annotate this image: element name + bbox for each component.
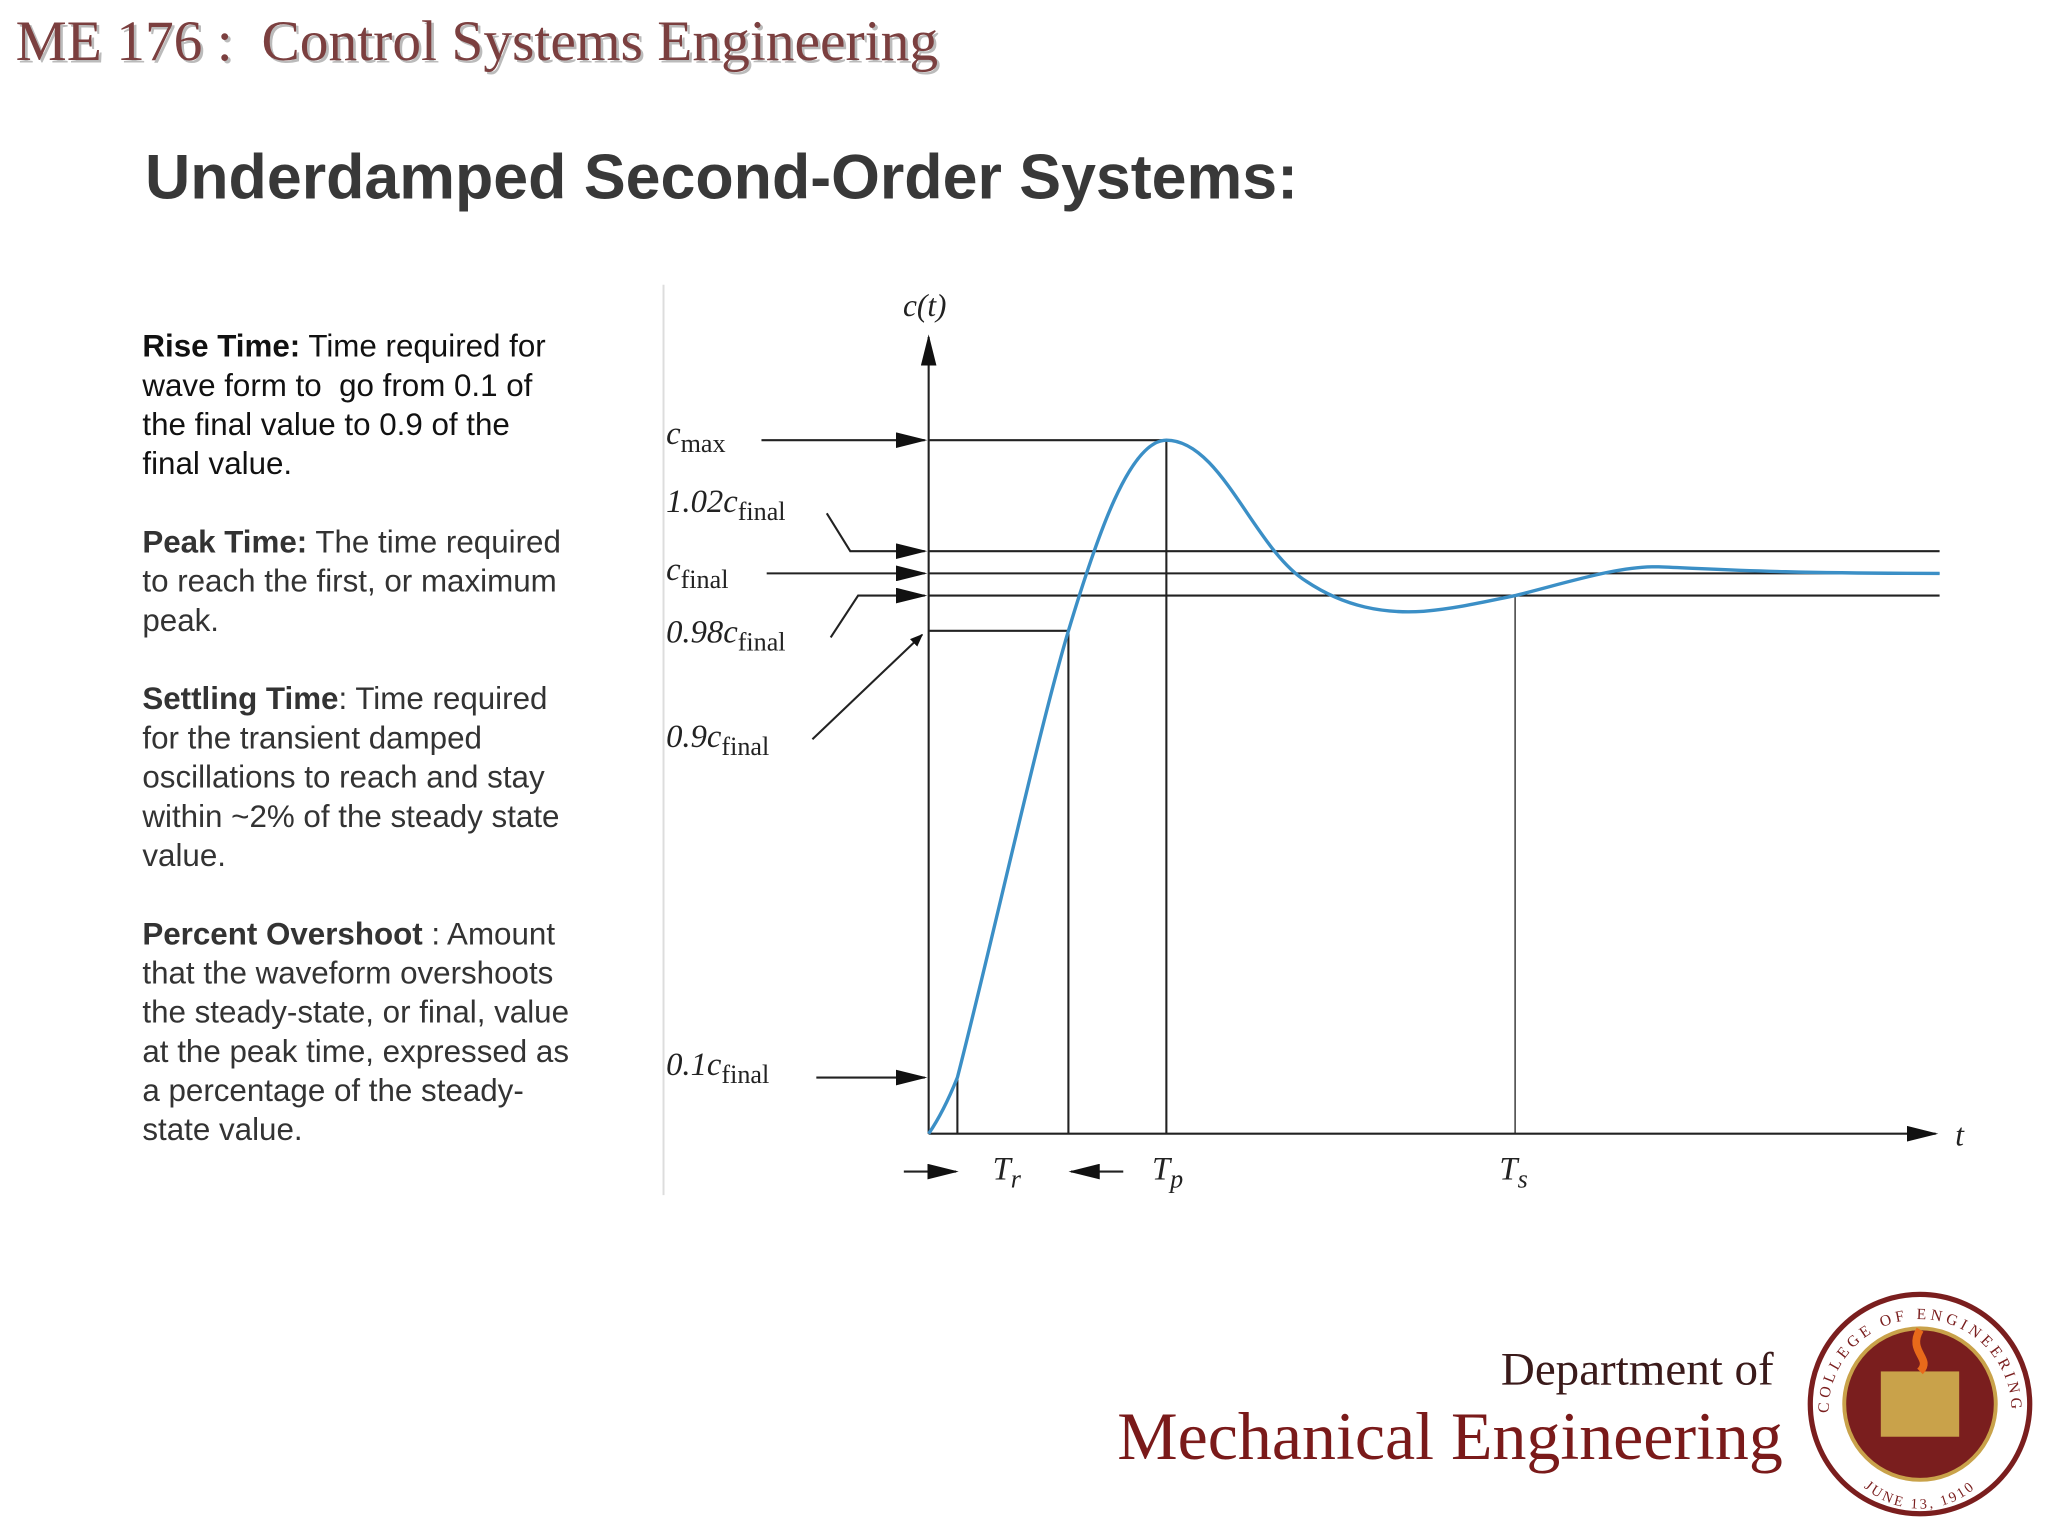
definition-text: final value.	[142, 446, 292, 481]
definition-text: : Time required	[338, 681, 547, 716]
definition-line: Peak Time: The time required	[142, 524, 561, 559]
level-label-main: 1.02c	[666, 484, 738, 520]
definition-text: oscillations to reach and stay	[142, 760, 545, 795]
arrow	[825, 512, 928, 560]
level-label: 0.1cfinal	[666, 1047, 769, 1089]
definition-text: state value.	[142, 1112, 302, 1147]
level-label-sub: final	[738, 497, 786, 526]
definition-text: value.	[142, 838, 226, 873]
level-label-main: c	[666, 416, 681, 452]
arrow	[829, 587, 928, 638]
definition-line: value.	[142, 838, 226, 873]
definition-term: Percent Overshoot	[142, 916, 423, 951]
time-label-sub: p	[1168, 1164, 1183, 1193]
definition-line: that the waveform overshoots	[142, 956, 553, 991]
footer-line2: Mechanical Engineering	[1117, 1398, 1783, 1474]
time-label: Tr	[993, 1151, 1022, 1193]
definition-line: within ~2% of the steady state	[141, 799, 559, 834]
level-label: cmax	[666, 416, 725, 458]
level-label-sub: final	[681, 565, 729, 594]
definition-text: at the peak time, expressed as	[142, 1034, 569, 1069]
time-label-sub: r	[1011, 1164, 1022, 1193]
footer-line1: Department of	[1501, 1343, 1774, 1395]
level-label-main: c	[666, 552, 681, 588]
level-label: 0.98cfinal	[666, 615, 785, 657]
definition-line: the steady-state, or final, value	[142, 995, 569, 1030]
time-label: Ts	[1499, 1151, 1527, 1193]
definition-term: Settling Time	[142, 681, 338, 716]
definition-text: Time required for	[300, 329, 545, 364]
time-label-main: T	[1152, 1151, 1173, 1187]
definition-text: peak.	[142, 603, 219, 638]
definition-line: oscillations to reach and stay	[142, 760, 545, 795]
level-label-sub: final	[721, 1060, 769, 1089]
slide-title: Underdamped Second-Order Systems:	[145, 143, 1298, 213]
definition-term: Rise Time:	[142, 329, 300, 364]
definition-text: : Amount	[423, 916, 556, 951]
level-label: 1.02cfinal	[666, 484, 785, 526]
level-label-main: 0.9c	[666, 719, 722, 755]
definition-text: that the waveform overshoots	[142, 956, 553, 991]
definition-line: Settling Time: Time required	[142, 681, 547, 716]
level-label: 0.9cfinal	[666, 719, 769, 761]
level-label-sub: final	[738, 627, 786, 656]
y-axis-label: c(t)	[903, 288, 946, 323]
definition-line: peak.	[142, 603, 219, 638]
definitions: Rise Time: Time required for wave form to…	[141, 329, 569, 1148]
definition-line: final value.	[142, 446, 292, 481]
header: ME 176 : Control Systems Engineering	[16, 10, 938, 73]
arrow	[811, 633, 924, 741]
definition-term: Peak Time:	[142, 524, 307, 559]
definition-line: Rise Time: Time required for	[142, 329, 545, 364]
definition-text: for the transient damped	[142, 720, 482, 755]
level-label-sub: final	[721, 732, 769, 761]
definition-line: for the transient damped	[142, 720, 482, 755]
time-label-main: T	[993, 1151, 1014, 1187]
definition-line: Percent Overshoot : Amount	[142, 916, 555, 951]
definition-text: wave form to go from 0.1 of	[141, 368, 532, 403]
header-shadow: ME 176 : Control Systems Engineering	[18, 13, 940, 76]
level-label-main: 0.98c	[666, 615, 738, 651]
definition-text: the steady-state, or final, value	[142, 995, 569, 1030]
definition-text: a percentage of the steady-	[142, 1073, 523, 1108]
x-axis-label: t	[1955, 1117, 1965, 1152]
definition-line: the final value to 0.9 of the	[142, 407, 510, 442]
definition-line: at the peak time, expressed as	[142, 1034, 569, 1069]
level-label: cfinal	[666, 552, 728, 594]
level-label-main: 0.1c	[666, 1047, 722, 1083]
definition-line: state value.	[142, 1112, 302, 1147]
time-label: Tp	[1152, 1151, 1183, 1193]
level-labels: cmax1.02cfinalcfinal0.98cfinal0.9cfinal0…	[666, 416, 1528, 1193]
definition-text: The time required	[307, 524, 561, 559]
definition-line: to reach the first, or maximum	[142, 564, 556, 599]
response-curve	[927, 438, 1940, 1135]
definition-line: a percentage of the steady-	[142, 1073, 523, 1108]
time-label-sub: s	[1518, 1164, 1528, 1193]
definition-text: to reach the first, or maximum	[142, 564, 556, 599]
definition-line: wave form to go from 0.1 of	[141, 368, 532, 403]
diagram	[761, 334, 1940, 1180]
definition-text: within ~2% of the steady state	[141, 799, 559, 834]
definition-text: the final value to 0.9 of the	[142, 407, 510, 442]
seal: COLLEGE OF ENGINEERING JUNE 13, 1910	[1807, 1291, 2033, 1517]
time-label-main: T	[1499, 1151, 1520, 1187]
level-label-sub: max	[681, 429, 726, 458]
